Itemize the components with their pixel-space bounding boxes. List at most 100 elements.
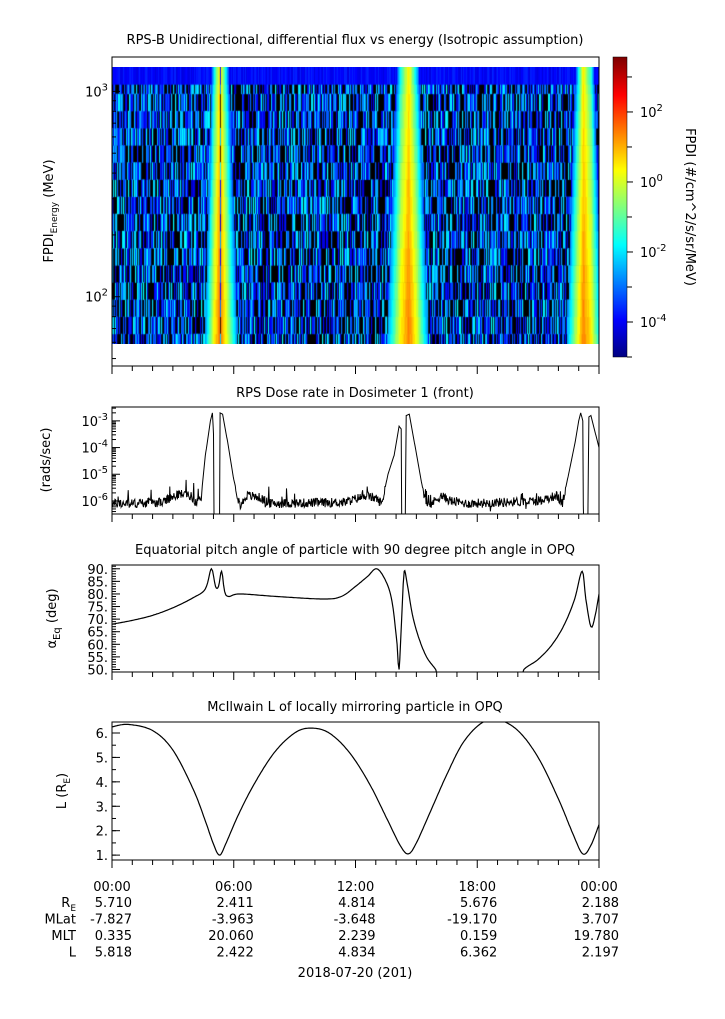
y-tick-label: 10-5 bbox=[81, 465, 108, 483]
tick-exponent: 0 bbox=[657, 173, 663, 184]
ylabel-main: L (R bbox=[55, 784, 70, 809]
tick-exponent: -3 bbox=[98, 412, 108, 423]
y-tick-label: 10-4 bbox=[81, 439, 108, 457]
row-value: 0.159 bbox=[460, 929, 497, 944]
row-label-main: MLat bbox=[44, 913, 76, 928]
y-tick-label: 10-6 bbox=[81, 492, 108, 510]
row-label: RE bbox=[61, 896, 76, 914]
tick-base: 10 bbox=[640, 246, 657, 261]
tick-exponent: -2 bbox=[657, 243, 667, 254]
ylabel-main: FPDI bbox=[42, 233, 57, 262]
colorbar-gradient bbox=[613, 57, 627, 357]
x-tick-label: 18:00 bbox=[459, 880, 496, 895]
y-tick-label: 5. bbox=[96, 751, 108, 766]
pitch-angle-ylabel: αEq (deg) bbox=[45, 588, 63, 648]
y-tick-label: 90. bbox=[87, 563, 108, 578]
mcilwain-l-line bbox=[112, 722, 599, 856]
pitch-angle-line bbox=[112, 567, 599, 672]
row-label: MLT bbox=[51, 929, 76, 944]
row-value: 6.362 bbox=[460, 946, 497, 961]
x-axis-ticks-3 bbox=[111, 672, 600, 680]
tick-base: 10 bbox=[640, 106, 657, 121]
row-value: 2.197 bbox=[582, 946, 619, 961]
y-tick-label: 60. bbox=[87, 638, 108, 653]
row-value: 2.411 bbox=[217, 896, 254, 911]
y-tick-label: 103 bbox=[85, 82, 108, 100]
y-tick-label: 6. bbox=[96, 727, 108, 742]
row-value: 20.060 bbox=[208, 929, 254, 944]
y-tick-label: 50. bbox=[87, 663, 108, 678]
x-axis-ticks-2 bbox=[111, 514, 600, 522]
tick-base: 10 bbox=[85, 291, 102, 306]
row-value: 4.814 bbox=[338, 896, 375, 911]
y-tick-label: 102 bbox=[85, 288, 108, 306]
row-value: 2.239 bbox=[338, 929, 375, 944]
colorbar-tick-label: 10-2 bbox=[640, 243, 667, 261]
row-value: 2.188 bbox=[582, 896, 619, 911]
colorbar-tick-label: 10-4 bbox=[640, 313, 667, 331]
row-value: 2.422 bbox=[217, 946, 254, 961]
ylabel-unit: (MeV) bbox=[42, 159, 57, 201]
y-tick-label: 1. bbox=[96, 849, 108, 864]
x-tick-label: 00:00 bbox=[93, 880, 130, 895]
dose-rate-line bbox=[112, 412, 599, 514]
x-axis-ticks-1 bbox=[111, 366, 600, 374]
y-tick-label: 3. bbox=[96, 800, 108, 815]
colorbar-tick-label: 102 bbox=[640, 103, 663, 121]
row-value: 5.676 bbox=[460, 896, 497, 911]
ylabel-sub: Eq bbox=[52, 627, 63, 640]
row-value: 0.335 bbox=[95, 929, 132, 944]
panel-frame-4 bbox=[111, 721, 600, 861]
row-value: -19.170 bbox=[447, 913, 497, 928]
row-value: 3.707 bbox=[582, 913, 619, 928]
row-label-sub: E bbox=[70, 904, 76, 914]
tick-exponent: 2 bbox=[102, 288, 108, 299]
tick-base: 10 bbox=[81, 415, 98, 430]
date-label: 2018-07-20 (201) bbox=[298, 966, 413, 981]
ylabel-main: α bbox=[45, 640, 60, 649]
ylabel-sub: E bbox=[63, 778, 73, 784]
x-axis-ticks-4 bbox=[111, 860, 600, 868]
tick-base: 10 bbox=[640, 316, 657, 331]
y-tick-label: 4. bbox=[96, 776, 108, 791]
row-value: 5.818 bbox=[95, 946, 132, 961]
y-tick-label: 2. bbox=[96, 825, 108, 840]
row-label-main: R bbox=[61, 896, 70, 911]
tick-base: 10 bbox=[640, 176, 657, 191]
panel-frame-1 bbox=[111, 56, 600, 367]
ylabel-sub: Energy bbox=[50, 201, 60, 233]
tick-base: 10 bbox=[81, 468, 98, 483]
colorbar-frame bbox=[612, 56, 628, 358]
tick-exponent: -6 bbox=[98, 492, 108, 503]
y-tick-label: 85. bbox=[87, 575, 108, 590]
y-tick-label: 55. bbox=[87, 651, 108, 666]
row-label-main: MLT bbox=[51, 929, 76, 944]
x-tick-label: 12:00 bbox=[337, 880, 374, 895]
y-tick-label: 75. bbox=[87, 601, 108, 616]
x-tick-label: 06:00 bbox=[215, 880, 252, 895]
dose-ylabel: (rads/sec) bbox=[39, 428, 54, 493]
colorbar-label: FPDI (#/cm^2/s/sr/MeV) bbox=[682, 128, 697, 286]
row-label: MLat bbox=[44, 913, 76, 928]
y-tick-label: 70. bbox=[87, 613, 108, 628]
row-label: L bbox=[69, 946, 77, 961]
y-tick-label: 65. bbox=[87, 626, 108, 641]
tick-exponent: -5 bbox=[98, 465, 108, 476]
y-tick-label: 80. bbox=[87, 588, 108, 603]
row-value: -7.827 bbox=[90, 913, 132, 928]
spectrogram-ylabel: FPDIEnergy (MeV) bbox=[42, 159, 60, 262]
tick-exponent: 2 bbox=[657, 103, 663, 114]
spectrogram-title: RPS-B Unidirectional, differential flux … bbox=[127, 33, 584, 48]
tick-base: 10 bbox=[81, 442, 98, 457]
tick-exponent: -4 bbox=[98, 439, 108, 450]
row-value: -3.963 bbox=[212, 913, 254, 928]
colorbar-tick-label: 100 bbox=[640, 173, 663, 191]
pitch-angle-title: Equatorial pitch angle of particle with … bbox=[135, 543, 575, 558]
row-label-main: L bbox=[69, 946, 77, 961]
row-value: 19.780 bbox=[574, 929, 620, 944]
row-value: 4.834 bbox=[338, 946, 375, 961]
x-tick-label: 00:00 bbox=[580, 880, 617, 895]
tick-base: 10 bbox=[81, 495, 98, 510]
tick-exponent: 3 bbox=[102, 82, 108, 93]
